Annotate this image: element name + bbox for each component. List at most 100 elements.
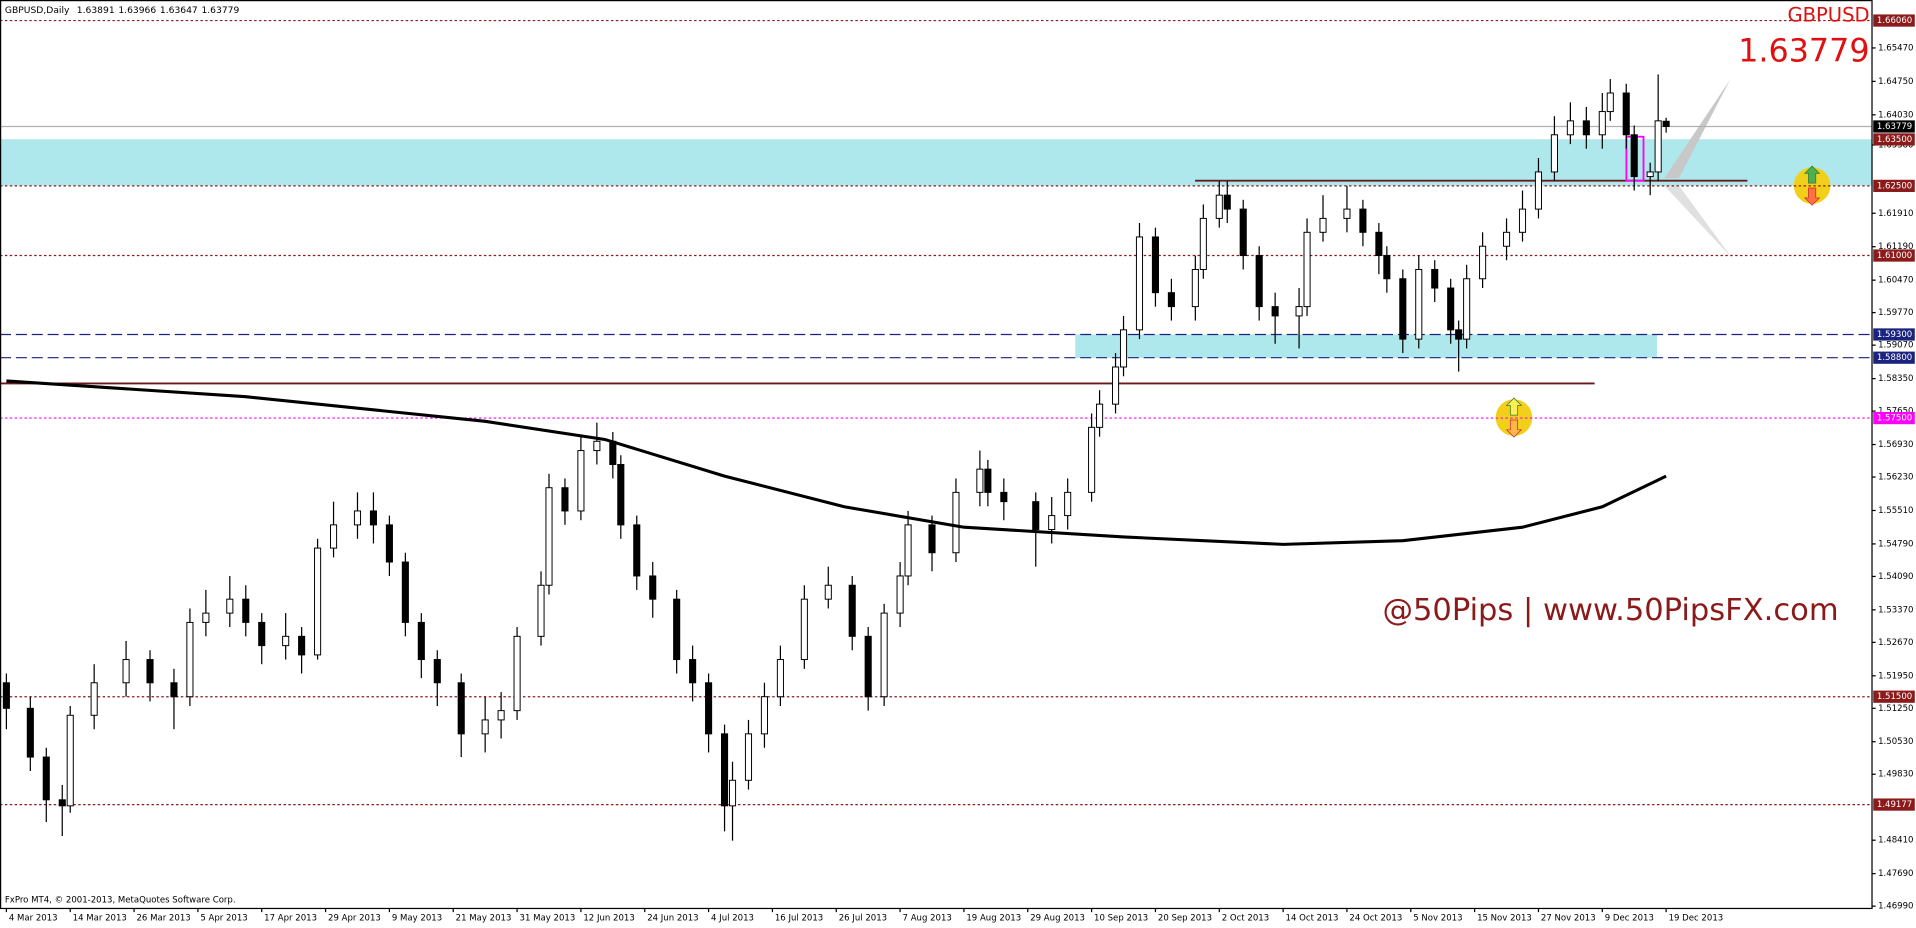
- candle-body: [824, 584, 832, 600]
- candle-body: [537, 584, 545, 637]
- x-tick-label: 31 May 2013: [520, 914, 576, 924]
- candle-body: [1096, 403, 1104, 428]
- level-label-box: [1873, 411, 1915, 425]
- candle-body: [1239, 208, 1247, 257]
- candle-body: [1032, 501, 1040, 531]
- y-tick-label: 1.65470: [1878, 43, 1913, 53]
- x-tick-label: 7 Aug 2013: [903, 914, 952, 924]
- x-tick-label: 16 Jul 2013: [775, 914, 823, 924]
- watermark: @50Pips | www.50PipsFX.com: [1382, 593, 1838, 628]
- candle-body: [1550, 134, 1558, 173]
- y-tick-label: 1.64030: [1878, 110, 1913, 120]
- y-tick-label: 1.56930: [1878, 440, 1913, 450]
- y-tick-label: 1.64750: [1878, 77, 1913, 87]
- candle-body: [577, 450, 585, 512]
- candle-body: [721, 733, 729, 807]
- level-label-box: [1873, 328, 1915, 341]
- candle-body: [1455, 329, 1463, 340]
- candle-body: [633, 524, 641, 577]
- candle-body: [1622, 92, 1630, 136]
- candle-body: [617, 464, 625, 526]
- candle-body: [170, 682, 178, 698]
- candle-body: [864, 635, 872, 698]
- candle-body: [1167, 292, 1175, 308]
- candle-body: [1606, 92, 1614, 113]
- candle-body: [1064, 491, 1072, 517]
- candle-body: [513, 635, 521, 712]
- level-label-box: [1873, 179, 1915, 192]
- candle-body: [561, 487, 569, 512]
- candle-body: [1088, 426, 1096, 493]
- candle-body: [1447, 287, 1455, 331]
- y-tick-label: 1.53370: [1878, 605, 1913, 615]
- level-label-box: [1873, 249, 1915, 262]
- candle-body: [1319, 217, 1327, 233]
- candle-body: [1383, 255, 1391, 280]
- candle-body: [1199, 217, 1207, 270]
- x-tick-label: 19 Dec 2013: [1669, 914, 1724, 924]
- candle-body: [848, 584, 856, 637]
- level-label-box: [1873, 351, 1915, 364]
- title: GBPUSD,Daily: [5, 4, 70, 15]
- x-tick-label: 29 Aug 2013: [1030, 914, 1085, 924]
- candle-body: [1630, 134, 1638, 178]
- candle-body: [1463, 278, 1471, 340]
- candle-body: [1359, 208, 1367, 233]
- x-tick-label: 29 Apr 2013: [328, 914, 381, 924]
- y-tick-label: 1.54790: [1878, 539, 1913, 549]
- candle-body: [258, 621, 266, 647]
- level-label: 1.63500: [1877, 135, 1912, 145]
- resistance-zone: [0, 139, 1873, 186]
- candle-body: [896, 575, 904, 614]
- candle-body: [1112, 366, 1120, 405]
- candle-body: [880, 612, 888, 698]
- x-tick-label: 4 Jul 2013: [711, 914, 754, 924]
- x-tick-label: 9 Dec 2013: [1605, 914, 1654, 924]
- candle-body: [593, 440, 601, 452]
- candle-body: [202, 612, 210, 623]
- candle-body: [314, 547, 322, 656]
- level-label: 1.66060: [1877, 16, 1912, 26]
- candle-body: [242, 598, 250, 623]
- x-tick-label: 5 Apr 2013: [200, 914, 247, 924]
- x-tick-label: 2 Oct 2013: [1222, 914, 1269, 924]
- y-tick-label: 1.58350: [1878, 374, 1913, 384]
- level-label: 1.57500: [1877, 414, 1912, 424]
- candle-body: [1431, 268, 1439, 289]
- candle-body: [369, 510, 377, 526]
- candle-body: [800, 598, 808, 661]
- candle-body: [1135, 236, 1144, 331]
- y-tick-label: 1.46990: [1878, 902, 1913, 912]
- x-tick-label: 24 Jun 2013: [647, 914, 698, 924]
- candle-body: [42, 756, 50, 801]
- candle-body: [481, 719, 489, 735]
- candle-body: [1000, 491, 1008, 503]
- x-tick-label: 26 Mar 2013: [137, 914, 191, 924]
- candle-body: [1271, 306, 1279, 317]
- support-zone: [1075, 334, 1657, 358]
- level-label-box: [1873, 133, 1915, 146]
- level-label-box: [1873, 690, 1915, 703]
- ohlc-value: 1.63891: [77, 4, 115, 15]
- x-tick-label: 14 Mar 2013: [73, 914, 127, 924]
- candle-body: [90, 682, 98, 716]
- candle-body: [728, 779, 737, 807]
- candle-body: [1191, 268, 1199, 308]
- candle-body: [904, 524, 912, 577]
- y-tick-label: 1.52670: [1878, 638, 1913, 648]
- candle-body: [1343, 208, 1351, 219]
- y-tick-label: 1.56230: [1878, 473, 1913, 483]
- ohlc-value: 1.63647: [160, 4, 198, 15]
- candle-body: [689, 659, 697, 684]
- candle-body: [1399, 278, 1407, 340]
- candle-body: [417, 621, 425, 661]
- x-tick-label: 14 Oct 2013: [1286, 914, 1339, 924]
- signal-icon: [1793, 165, 1831, 206]
- candle-body: [609, 440, 617, 465]
- level-label-box: [1873, 14, 1915, 27]
- y-tick-label: 1.50530: [1878, 737, 1913, 747]
- candle-body: [353, 510, 362, 526]
- candle-body: [497, 710, 505, 721]
- candle-body: [1151, 236, 1159, 294]
